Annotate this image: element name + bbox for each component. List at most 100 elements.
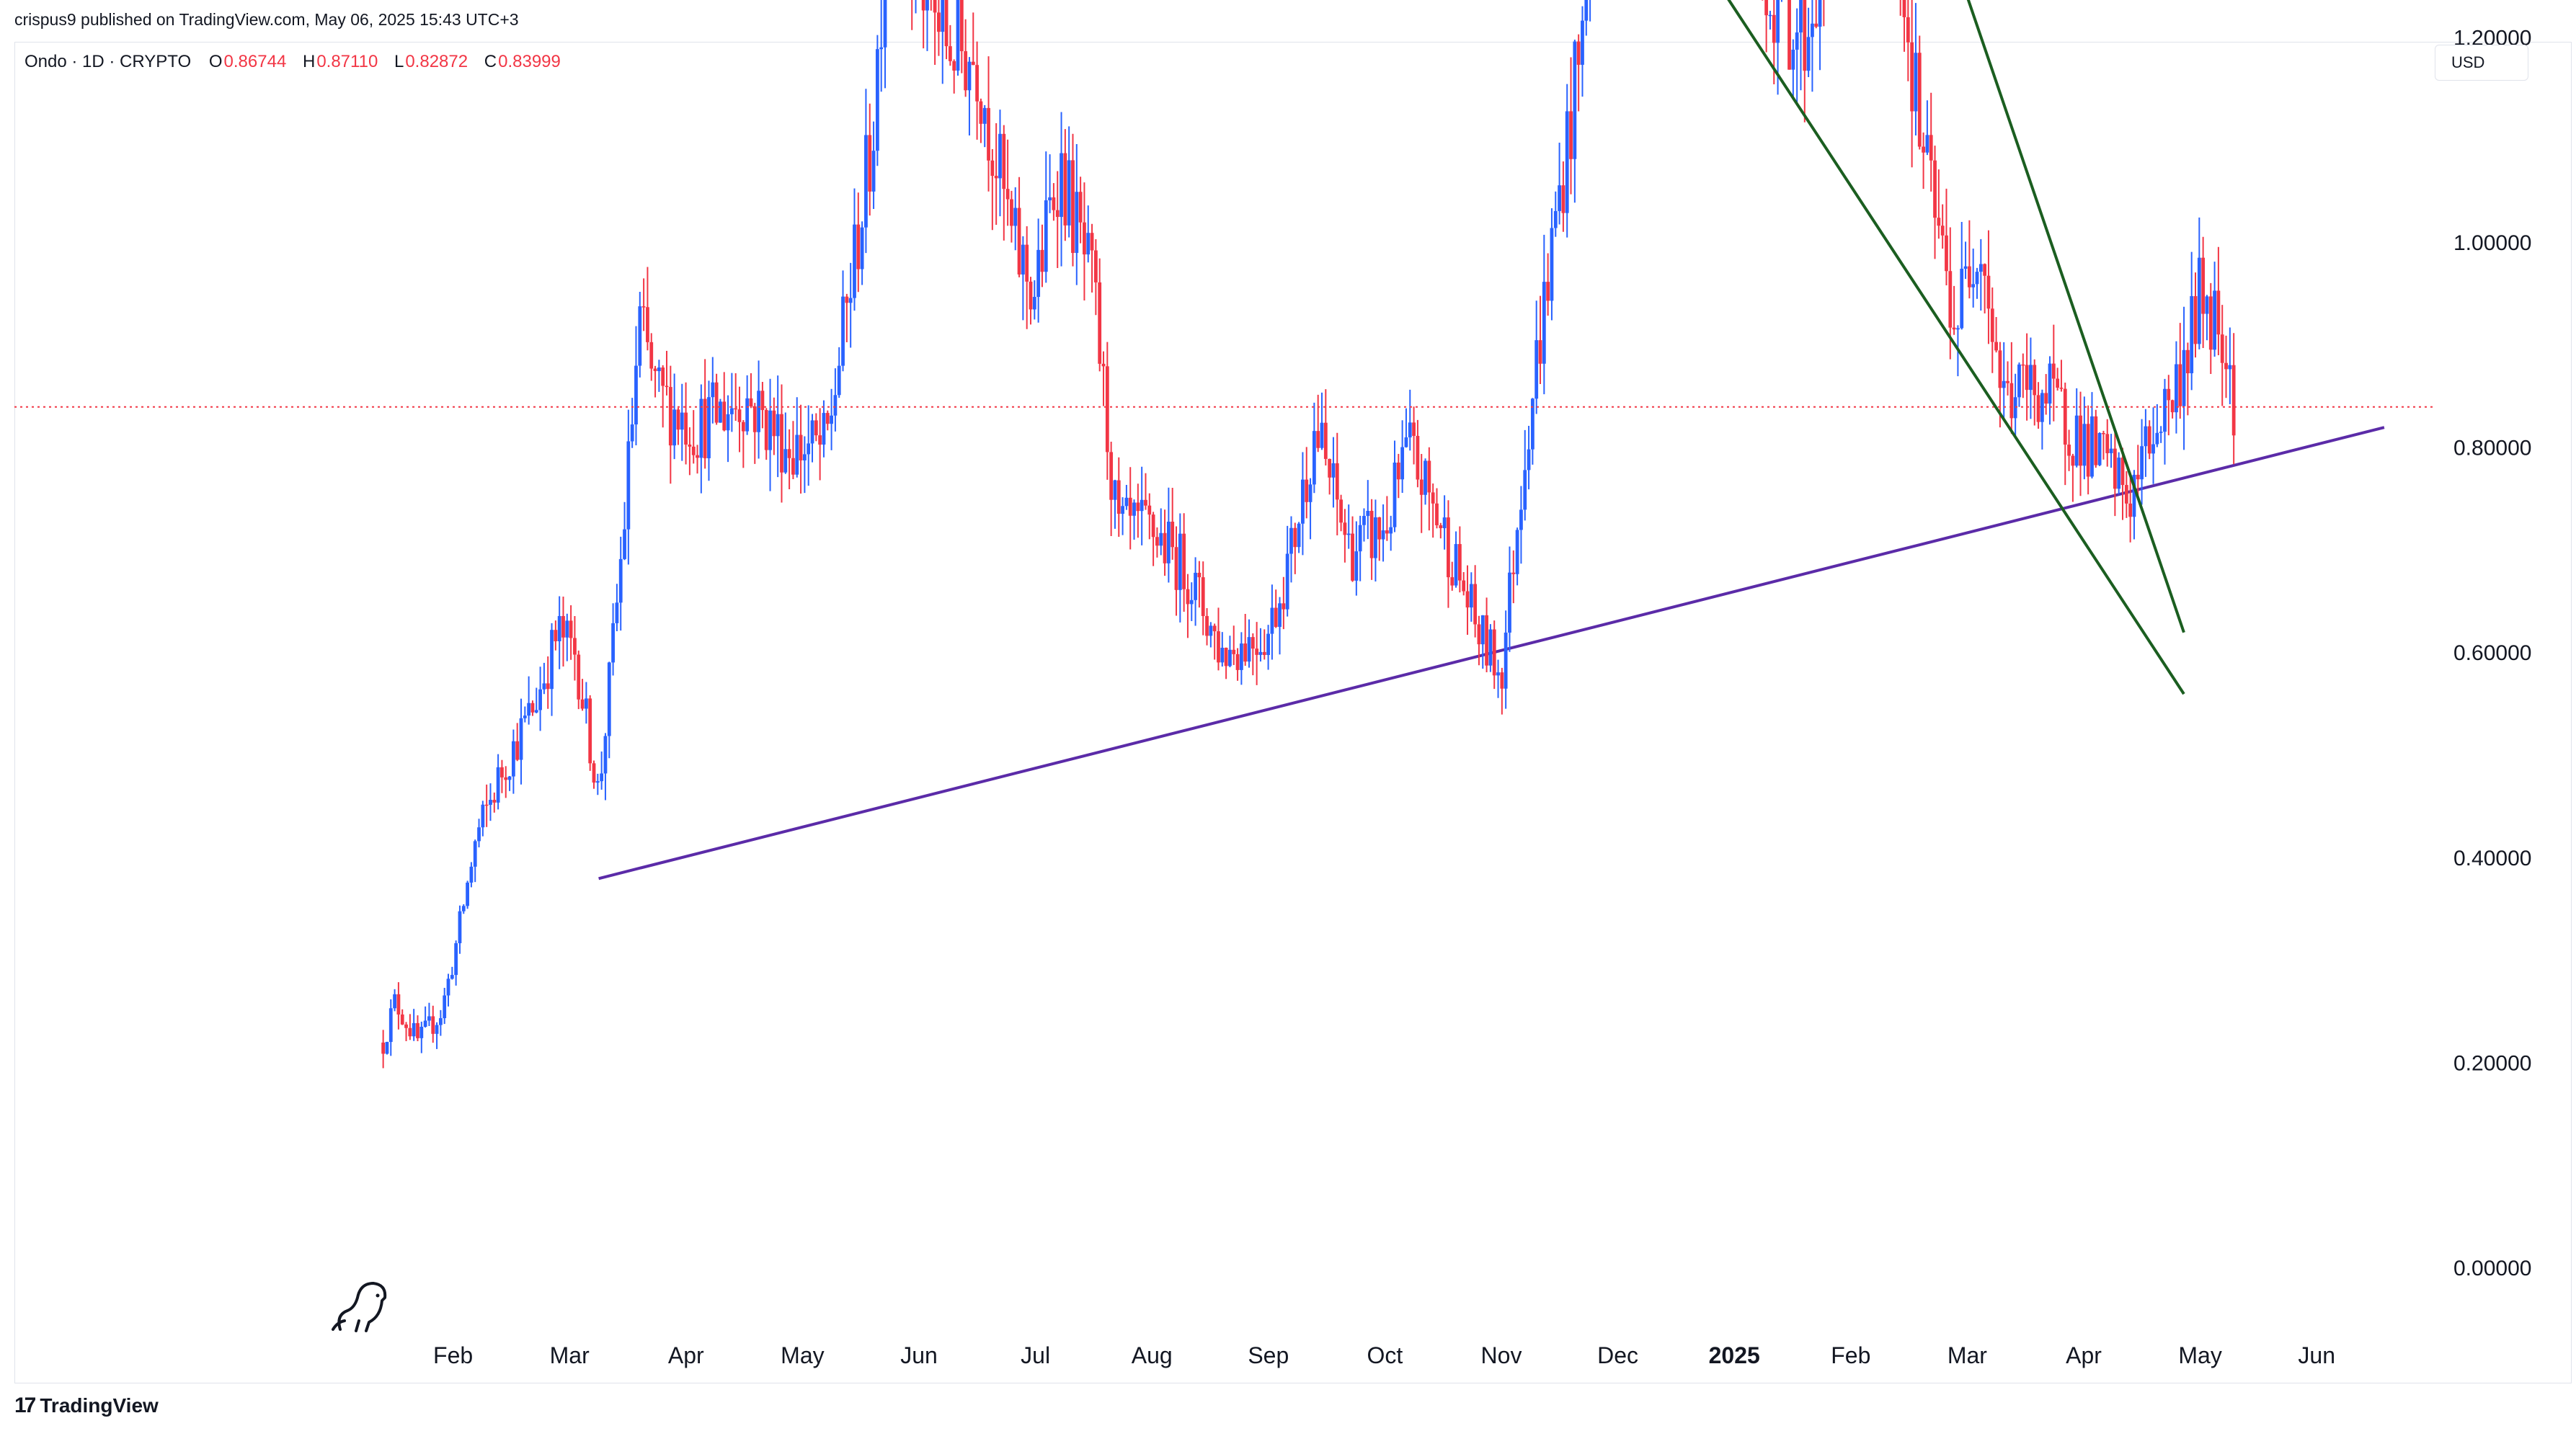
candle [1457,526,1462,593]
candle [481,801,485,837]
candle [1515,527,1519,586]
candle-body [450,975,454,979]
candle-body [1121,506,1124,514]
candle-body [1289,527,1293,554]
candle-body [519,718,523,760]
candle-body [1282,603,1286,610]
candle-body [1427,460,1431,493]
candle-body [1523,470,1527,510]
candle [853,188,856,311]
candle [2151,407,2155,484]
candle [404,1022,408,1041]
candle-body [534,710,538,713]
candle [1496,659,1500,698]
candle [1917,35,1922,150]
candle [2071,453,2075,502]
candle [1132,499,1136,540]
candle [1128,467,1132,550]
tradingview-footer[interactable]: 17 TradingView [14,1394,159,1418]
candle-body [941,0,945,32]
candle [837,347,841,398]
candle [1454,531,1458,588]
candle-body [466,882,469,906]
candle [734,373,738,422]
candle [2044,374,2048,415]
candle [921,0,925,49]
candle [500,759,504,793]
candle [1589,0,1591,22]
candle-body [1940,226,1945,236]
candle [1546,253,1550,316]
candle [1270,584,1274,660]
candle [523,706,527,723]
candle-body [1316,431,1320,448]
candle [684,382,688,465]
candle [1940,204,1945,249]
y-tick-label: 0.80000 [2453,437,2531,460]
candle-body [584,698,588,709]
candle-body [787,449,791,458]
candle [2228,327,2232,404]
candle-body [1358,525,1362,552]
candle [1036,218,1041,323]
candle-body [1067,160,1071,226]
candle-body [2216,290,2221,335]
candle [1140,466,1144,545]
candle-body [768,410,772,450]
candle [1124,484,1129,510]
candle [1780,0,1782,2]
candle-body [2056,378,2060,388]
candle-body [1806,37,1811,71]
candle-body [489,800,492,805]
candle-body [461,906,466,911]
candle [1182,513,1186,612]
candle [600,751,604,790]
x-tick-label: Sep [1248,1342,1289,1368]
candle [911,0,913,30]
candle [1255,622,1259,685]
candle-body [611,623,615,663]
candle-body [1182,533,1186,589]
candle-body [837,365,841,396]
symbol-label[interactable]: Ondo · 1D · CRYPTO [25,52,192,71]
y-tick-label: 0.60000 [2453,641,2531,665]
candle [1083,182,1086,301]
x-tick-label: Oct [1367,1342,1403,1368]
candle [1553,191,1558,237]
candle-body [1902,0,1906,17]
candle [2086,405,2090,495]
candle [1929,92,1933,192]
chart-frame[interactable] [14,42,2572,1383]
candle-body [2059,388,2064,389]
candle-body [1439,525,1443,529]
candle [707,380,711,481]
candle-body [2144,426,2148,447]
candle [2147,420,2151,460]
candle-body [1581,20,1584,65]
candle-body [2182,349,2186,406]
candle [2105,419,2110,467]
candle [1450,561,1454,591]
candle-body [1346,533,1351,535]
candle [443,987,447,1025]
candle-body [1546,282,1550,301]
candle [1239,632,1243,685]
candle-body [381,1042,386,1054]
currency-button[interactable]: USD [2435,45,2528,81]
candle [1945,188,1948,285]
candle-body [921,0,925,11]
candle [1147,493,1152,540]
candle [787,429,791,489]
candle [749,373,753,409]
candle [1013,187,1018,251]
candle [845,293,849,342]
candle-body [1339,499,1343,523]
candle [1262,629,1266,660]
candle [825,410,830,431]
candle [952,59,956,94]
candle-body [435,1025,439,1034]
candle [1136,483,1140,538]
candle-body [1205,615,1209,636]
candle-body [956,0,960,71]
